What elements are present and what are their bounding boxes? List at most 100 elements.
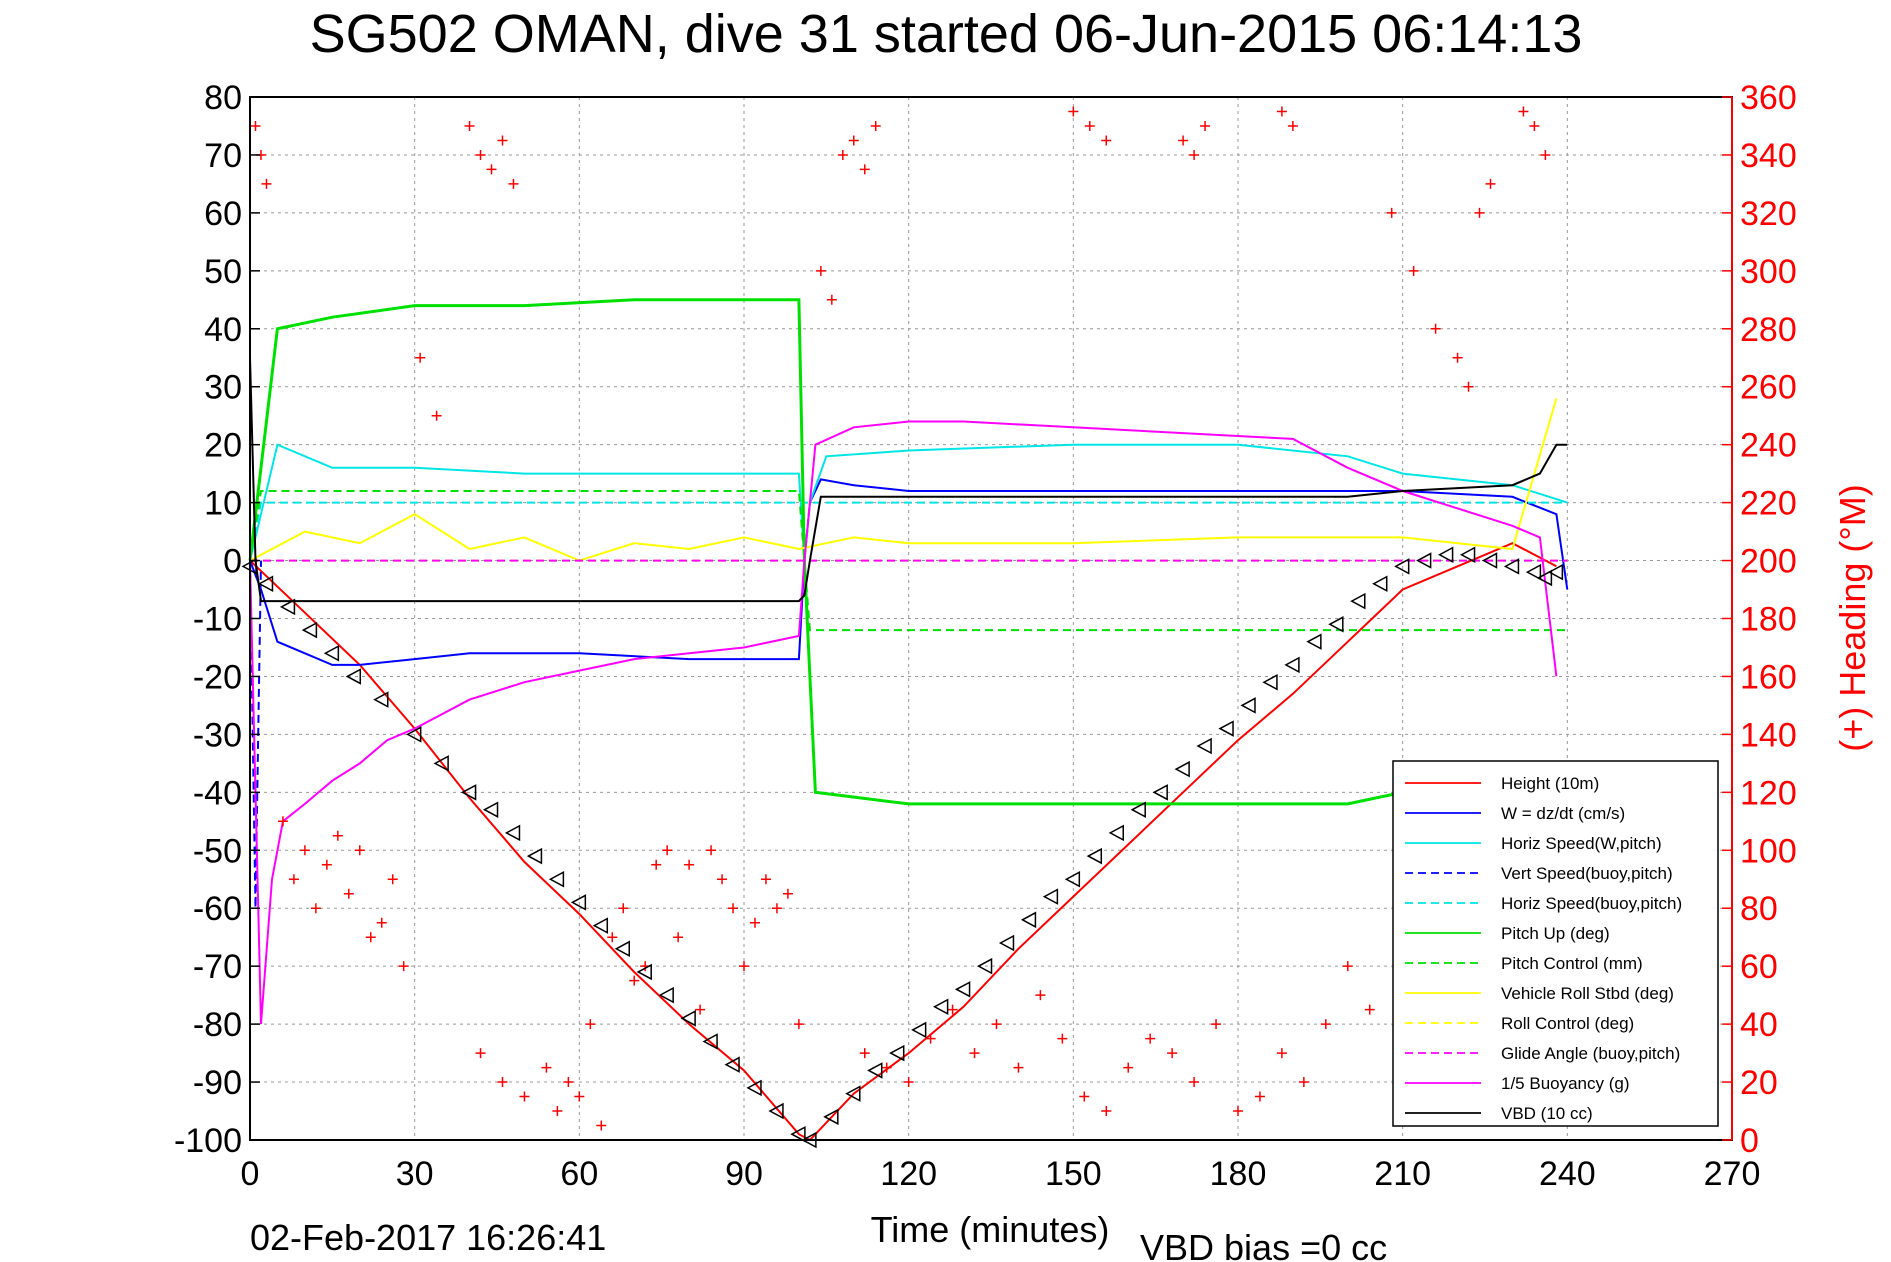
y-tick-label: -60	[193, 890, 242, 928]
heading-point	[1408, 265, 1419, 276]
depth-marker	[1130, 801, 1146, 818]
depth-marker	[1240, 697, 1256, 714]
heading-point	[1254, 1091, 1265, 1102]
depth-marker	[1174, 760, 1190, 778]
y-tick-label: 0	[223, 543, 242, 581]
depth-marker	[526, 847, 543, 865]
depth-marker	[976, 957, 993, 975]
depth-marker	[823, 1108, 839, 1126]
x-tick-label: 0	[241, 1155, 260, 1193]
heading-point	[563, 1077, 574, 1088]
heading-point	[717, 874, 728, 885]
heading-point	[1276, 1048, 1287, 1059]
right-axis-label: (+) Heading (°M)	[1832, 484, 1873, 751]
heading-point	[1101, 1106, 1112, 1117]
depth-marker	[460, 784, 477, 801]
legend-entry: VBD (10 cc)	[1501, 1104, 1593, 1123]
x-tick-label: 90	[725, 1155, 763, 1193]
y-tick-label: -40	[193, 774, 242, 812]
y-right-tick-label: 220	[1740, 485, 1797, 523]
heading-point	[618, 903, 629, 914]
heading-point	[1084, 120, 1095, 131]
heading-point	[1079, 1091, 1090, 1102]
legend-entry: Vert Speed(buoy,pitch)	[1501, 864, 1673, 883]
heading-point	[1200, 120, 1211, 131]
heading-point	[552, 1106, 563, 1117]
heading-point	[607, 932, 618, 943]
x-tick-label: 180	[1210, 1155, 1267, 1193]
heading-point	[695, 1004, 706, 1015]
y-tick-label: -80	[193, 1006, 242, 1044]
depth-marker	[954, 981, 971, 998]
legend-entry: 1/5 Buoyancy (g)	[1501, 1074, 1630, 1093]
heading-point	[859, 164, 870, 175]
heading-point	[859, 1048, 870, 1059]
series-line	[249, 357, 1568, 603]
depth-marker	[1547, 563, 1564, 581]
depth-marker	[1152, 784, 1168, 801]
depth-marker	[768, 1102, 784, 1120]
heading-point	[991, 1019, 1002, 1030]
depth-marker	[790, 1125, 806, 1143]
depth-marker	[933, 998, 949, 1015]
y-right-tick-label: 320	[1740, 195, 1797, 233]
heading-point	[1386, 207, 1397, 218]
depth-marker	[1042, 888, 1059, 905]
heading-point	[782, 888, 793, 899]
heading-point	[1233, 1106, 1243, 1117]
heading-point	[1035, 990, 1046, 1001]
heading-point	[541, 1062, 552, 1073]
heading-point	[1463, 381, 1474, 392]
heading-point	[574, 1091, 585, 1102]
heading-point	[354, 845, 365, 856]
heading-point	[728, 903, 739, 914]
depth-marker	[1306, 633, 1322, 650]
y-right-tick-label: 240	[1740, 427, 1797, 465]
y-right-tick-label: 120	[1740, 774, 1797, 812]
heading-point	[793, 1019, 804, 1030]
depth-marker	[433, 755, 449, 772]
x-axis-label: Time (minutes)	[871, 1209, 1110, 1250]
depth-marker	[1328, 616, 1344, 633]
heading-point	[376, 917, 387, 928]
heading-point	[848, 135, 859, 146]
depth-marker	[889, 1044, 905, 1062]
heading-point	[1342, 961, 1353, 972]
y-right-tick-label: 40	[1740, 1006, 1778, 1044]
y-tick-label: 20	[204, 427, 242, 465]
heading-point	[1057, 1033, 1068, 1044]
depth-marker	[1108, 824, 1124, 842]
heading-point	[870, 120, 881, 131]
heading-point	[1364, 1004, 1375, 1015]
depth-marker	[1481, 552, 1498, 569]
heading-point	[431, 410, 442, 421]
depth-marker	[1437, 546, 1454, 564]
y-tick-label: 10	[204, 485, 242, 523]
heading-point	[771, 903, 782, 914]
y-right-tick-label: 160	[1740, 658, 1797, 696]
legend-box	[1392, 760, 1719, 1127]
heading-point	[1518, 106, 1529, 117]
y-tick-label: -20	[193, 658, 242, 696]
y-right-tick-label: 140	[1740, 716, 1797, 754]
legend-entry: W = dz/dt (cm/s)	[1501, 804, 1625, 823]
heading-point	[1211, 1019, 1222, 1030]
legend: Height (10m) W = dz/dt (cm/s) Horiz Speed(…	[1392, 760, 1719, 1127]
heading-point	[585, 1019, 596, 1030]
heading-point	[1101, 135, 1112, 146]
y-right-tick-label: 60	[1740, 948, 1778, 986]
heading-point	[497, 135, 508, 146]
y-tick-label: -30	[193, 716, 242, 754]
heading-point	[651, 859, 662, 870]
depth-marker	[658, 986, 674, 1004]
heading-point	[684, 859, 695, 870]
depth-marker	[504, 824, 521, 842]
y-right-tick-label: 20	[1740, 1064, 1778, 1102]
heading-point	[749, 917, 760, 928]
y-right-tick-label: 260	[1740, 369, 1797, 407]
heading-point	[1320, 1019, 1331, 1030]
heading-point	[1430, 323, 1441, 334]
x-tick-label: 120	[880, 1155, 937, 1193]
depth-marker	[1020, 911, 1037, 929]
